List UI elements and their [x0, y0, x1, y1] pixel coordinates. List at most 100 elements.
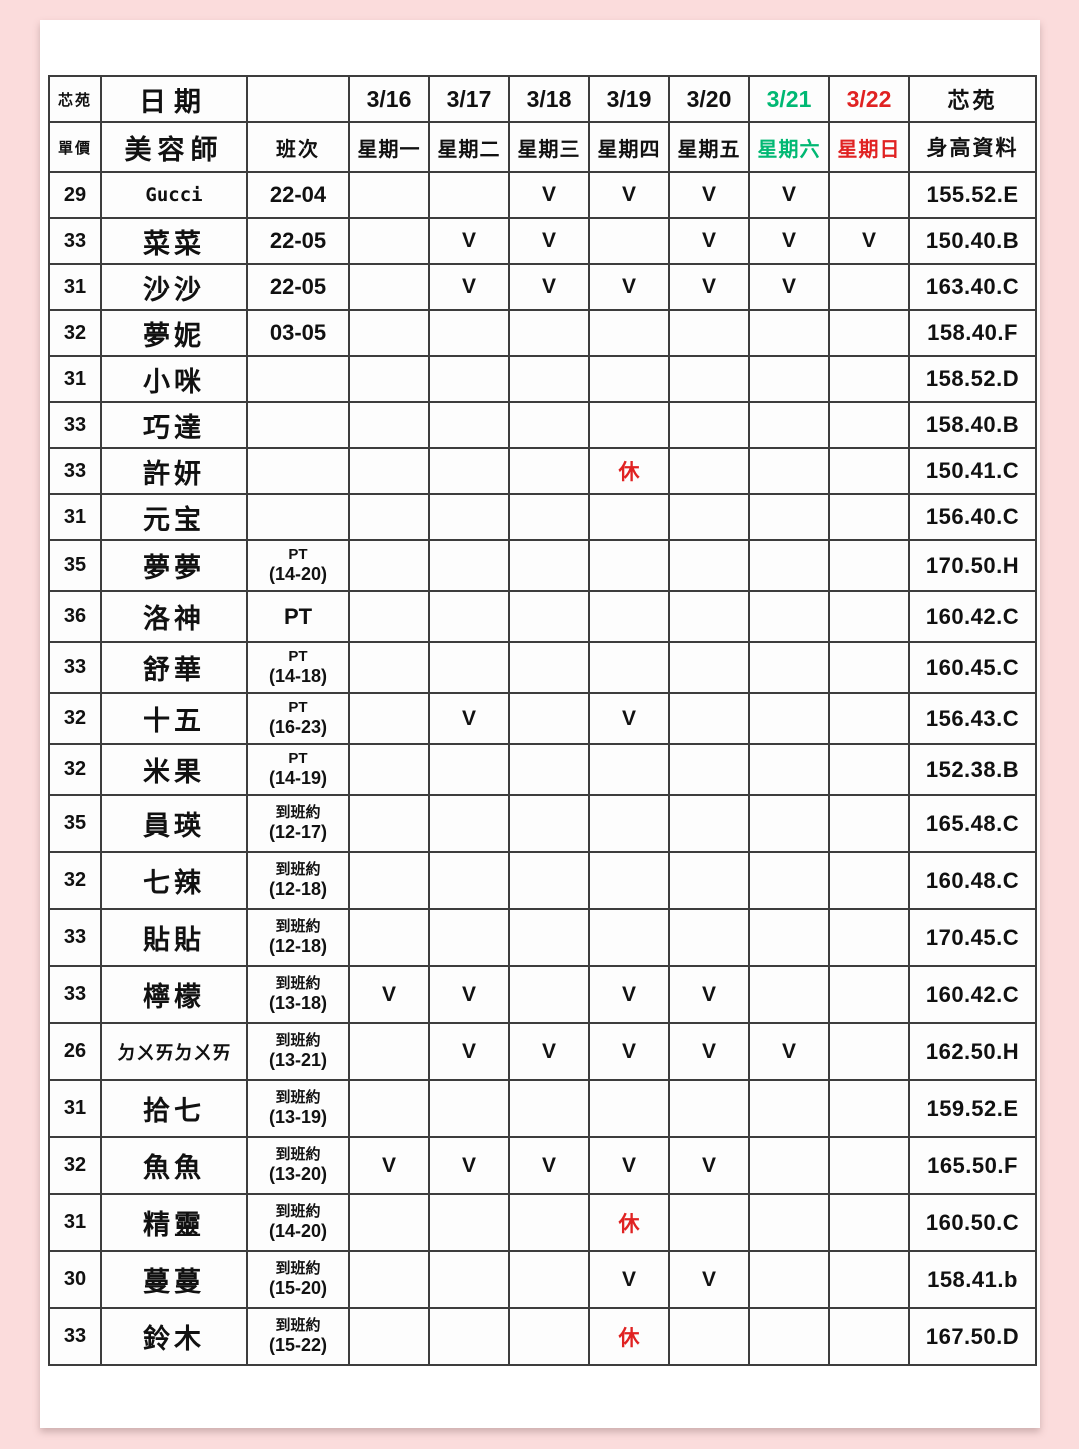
- available-mark-cell: V: [588, 1250, 670, 1309]
- table-row: 35 夢夢 PT (14-20) 170.50.H: [48, 539, 1037, 592]
- available-mark-cell: V: [588, 1136, 670, 1195]
- table-row: 30 蔓蔓 到班約 (15-20) V V 158.41.b: [48, 1250, 1037, 1309]
- shift-column-spacer: [246, 75, 350, 123]
- weekday-header-6: 星期六: [748, 121, 830, 173]
- mark-cell: [508, 743, 590, 796]
- mark-cell: [828, 908, 910, 967]
- height-info-cell: 160.45.C: [908, 641, 1037, 694]
- price-cell: 31: [48, 1079, 102, 1138]
- height-info-cell: 160.42.C: [908, 965, 1037, 1024]
- weekday-header-4: 星期四: [588, 121, 670, 173]
- available-mark-cell: V: [428, 692, 510, 745]
- header-row-weekdays: 單價 美容師 班次 星期一 星期二 星期三 星期四 星期五 星期六 星期日 身高資料: [48, 121, 1037, 173]
- available-mark-cell: V: [428, 263, 510, 311]
- height-info-cell: 150.40.B: [908, 217, 1037, 265]
- mark-cell: [668, 851, 750, 910]
- mark-cell: [508, 641, 590, 694]
- mark-cell: [588, 794, 670, 853]
- shift-type-label: 到班約: [275, 804, 321, 821]
- shift-hours-label: (14-20): [268, 1221, 328, 1241]
- available-mark-cell: V: [748, 263, 830, 311]
- schedule-sheet: 芯苑 日期 3/16 3/17 3/18 3/19 3/20 3/21 3/22 芯苑 單價 美容師班…: [40, 20, 1040, 1428]
- price-cell: 33: [48, 401, 102, 449]
- height-info-cell: 162.50.H: [908, 1022, 1037, 1081]
- table-row: 31 拾七 到班約 (13-19) 159.52.E: [48, 1079, 1037, 1138]
- mark-cell: [508, 309, 590, 357]
- date-header-3-18: 3/18: [508, 75, 590, 123]
- price-cell: 31: [48, 263, 102, 311]
- mark-cell: [828, 447, 910, 495]
- header-row-dates: 芯苑 日期 3/16 3/17 3/18 3/19 3/20 3/21 3/22 芯苑: [48, 75, 1037, 123]
- mark-cell: [828, 401, 910, 449]
- height-info-cell: 160.48.C: [908, 851, 1037, 910]
- name-cell: 夢夢: [100, 539, 248, 592]
- date-column-title: 日期: [100, 75, 248, 123]
- table-row: 33 貼貼 到班約 (12-18) 170.45.C: [48, 908, 1037, 967]
- mark-cell: [828, 794, 910, 853]
- mark-cell: [508, 355, 590, 403]
- mark-cell: [748, 794, 830, 853]
- shift-hours-label: (12-18): [268, 936, 328, 956]
- price-cell: 35: [48, 539, 102, 592]
- available-mark-cell: V: [748, 217, 830, 265]
- height-info-cell: 156.40.C: [908, 493, 1037, 541]
- mark-cell: [348, 263, 430, 311]
- shift-hours-label: (14-18): [268, 666, 328, 686]
- shift-cell: 到班約 (14-20): [246, 1193, 350, 1252]
- available-mark-cell: V: [748, 171, 830, 219]
- table-row: 33 許妍 休 150.41.C: [48, 447, 1037, 495]
- shift-cell: 到班約 (13-21): [246, 1022, 350, 1081]
- mark-cell: [828, 171, 910, 219]
- mark-cell: [428, 794, 510, 853]
- mark-cell: [668, 493, 750, 541]
- mark-cell: [748, 493, 830, 541]
- mark-cell: [348, 539, 430, 592]
- price-cell: 32: [48, 743, 102, 796]
- available-mark-cell: V: [668, 1250, 750, 1309]
- shift-hours-label: (12-17): [268, 822, 328, 842]
- mark-cell: [348, 1250, 430, 1309]
- mark-cell: [748, 641, 830, 694]
- shift-hours-label: (13-20): [268, 1164, 328, 1184]
- name-cell: 菜菜: [100, 217, 248, 265]
- price-cell: 33: [48, 641, 102, 694]
- height-info-cell: 158.52.D: [908, 355, 1037, 403]
- name-cell: 魚魚: [100, 1136, 248, 1195]
- mark-cell: [428, 447, 510, 495]
- name-cell: 舒華: [100, 641, 248, 694]
- available-mark-cell: V: [508, 1136, 590, 1195]
- mark-cell: [828, 1193, 910, 1252]
- weekday-header-5: 星期五: [668, 121, 750, 173]
- height-info-cell: 152.38.B: [908, 743, 1037, 796]
- mark-cell: [748, 1079, 830, 1138]
- weekday-header-2: 星期二: [428, 121, 510, 173]
- mark-cell: [588, 641, 670, 694]
- available-mark-cell: V: [588, 1022, 670, 1081]
- mark-cell: [348, 401, 430, 449]
- mark-cell: [508, 401, 590, 449]
- shift-cell: PT (14-19): [246, 743, 350, 796]
- height-info-cell: 165.50.F: [908, 1136, 1037, 1195]
- shift-column-title: 班次: [246, 121, 350, 173]
- mark-cell: [668, 539, 750, 592]
- available-mark-cell: V: [588, 692, 670, 745]
- name-cell: 小咪: [100, 355, 248, 403]
- shift-hours-label: (15-22): [268, 1335, 328, 1355]
- mark-cell: [428, 355, 510, 403]
- table-row: 29 Gucci 22-04 V V V V 155.52.E: [48, 171, 1037, 219]
- mark-cell: [588, 493, 670, 541]
- mark-cell: [428, 908, 510, 967]
- name-cell: 十五: [100, 692, 248, 745]
- mark-cell: [428, 309, 510, 357]
- mark-cell: [588, 590, 670, 643]
- price-cell: 33: [48, 447, 102, 495]
- available-mark-cell: V: [428, 1022, 510, 1081]
- available-mark-cell: V: [668, 1022, 750, 1081]
- date-header-3-17: 3/17: [428, 75, 510, 123]
- name-cell: Gucci: [100, 171, 248, 219]
- price-cell: 36: [48, 590, 102, 643]
- mark-cell: [428, 171, 510, 219]
- date-header-3-22: 3/22: [828, 75, 910, 123]
- shift-cell: 22-05: [246, 263, 350, 311]
- available-mark-cell: V: [668, 263, 750, 311]
